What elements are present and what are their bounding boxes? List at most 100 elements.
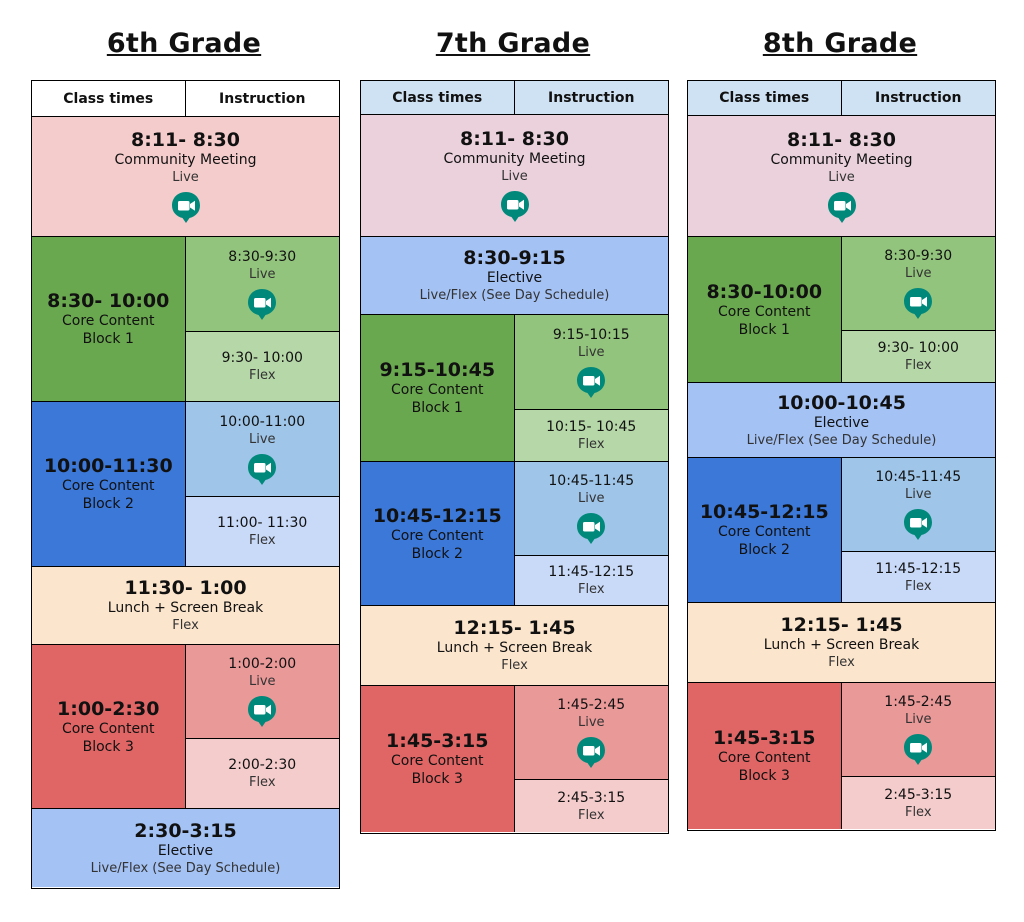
live-session: 10:00-11:00 Live bbox=[185, 402, 339, 497]
session-mode: Live bbox=[904, 487, 932, 502]
block-time: 8:30-10:00 bbox=[706, 280, 823, 303]
block-mode: Flex bbox=[172, 618, 199, 633]
live-session: 10:45-11:45 Live bbox=[841, 458, 995, 552]
block-mode: Live/Flex (See Day Schedule) bbox=[90, 860, 281, 876]
block-time: 10:00-11:30 bbox=[43, 455, 173, 477]
session-time: 2:45-3:15 bbox=[557, 789, 626, 806]
column-header: Instruction bbox=[514, 81, 668, 115]
live-session: 9:15-10:15 Live bbox=[514, 315, 668, 410]
live-session: 8:30-9:30 Live bbox=[841, 237, 995, 331]
block-title: Lunch + Screen Break bbox=[107, 600, 264, 616]
session-time: 11:45-12:15 bbox=[875, 560, 962, 577]
block-title: Elective bbox=[486, 270, 543, 286]
schedule-table: Class times Instruction 8:11- 8:30 Communit… bbox=[31, 80, 340, 889]
flex-session: 2:45-3:15 Flex bbox=[514, 780, 668, 832]
block-time: 10:45-12:15 bbox=[372, 504, 502, 527]
block-number: Block 2 bbox=[82, 496, 134, 512]
block-title: Core Content bbox=[717, 750, 811, 766]
google-meet-icon bbox=[577, 366, 606, 398]
flex-session: 11:00- 11:30 Flex bbox=[185, 497, 339, 567]
block-number: Block 2 bbox=[738, 542, 790, 558]
live-session: 8:30-9:30 Live bbox=[185, 237, 339, 332]
block-time: 8:11- 8:30 bbox=[459, 128, 570, 150]
block-title: Lunch + Screen Break bbox=[763, 637, 920, 653]
session-time: 10:15- 10:45 bbox=[546, 419, 637, 435]
session-time: 11:45-12:15 bbox=[548, 564, 635, 580]
flex-session: 2:00-2:30 Flex bbox=[185, 739, 339, 809]
block-title: Core Content bbox=[61, 478, 155, 494]
schedule-block-full: 8:11- 8:30 Community Meeting Live bbox=[361, 115, 668, 237]
column-header: Instruction bbox=[185, 81, 339, 117]
core-content-block: 1:45-3:15 Core Content Block 3 bbox=[361, 686, 515, 832]
google-meet-icon bbox=[248, 453, 277, 485]
session-mode: Flex bbox=[577, 807, 605, 823]
block-mode: Live bbox=[172, 170, 199, 185]
session-time: 1:45-2:45 bbox=[884, 694, 953, 710]
schedule-block-full: 8:11- 8:30 Community Meeting Live bbox=[32, 117, 339, 237]
session-mode: Flex bbox=[248, 775, 276, 790]
block-number: Block 1 bbox=[411, 400, 463, 416]
block-title: Core Content bbox=[390, 382, 484, 398]
session-time: 11:00- 11:30 bbox=[217, 515, 308, 531]
block-mode: Live bbox=[501, 169, 528, 184]
session-time: 9:30- 10:00 bbox=[221, 350, 303, 366]
block-title: Lunch + Screen Break bbox=[436, 640, 593, 656]
google-meet-icon bbox=[904, 734, 933, 765]
session-mode: Flex bbox=[904, 804, 932, 820]
session-mode: Flex bbox=[248, 368, 276, 383]
schedule-block-full: 11:30- 1:00 Lunch + Screen Break Flex bbox=[32, 567, 339, 645]
session-time: 9:30- 10:00 bbox=[877, 340, 959, 356]
block-time: 8:11- 8:30 bbox=[786, 128, 897, 151]
schedule-block-full: 12:15- 1:45 Lunch + Screen Break Flex bbox=[361, 606, 668, 686]
schedule-block-full: 8:11- 8:30 Community Meeting Live bbox=[688, 116, 995, 237]
live-session: 1:45-2:45 Live bbox=[841, 683, 995, 777]
flex-session: 2:45-3:15 Flex bbox=[841, 777, 995, 829]
core-content-block: 1:00-2:30 Core Content Block 3 bbox=[32, 645, 186, 809]
session-mode: Flex bbox=[577, 437, 605, 452]
block-number: Block 2 bbox=[411, 545, 463, 562]
flex-session: 9:30- 10:00 Flex bbox=[841, 331, 995, 383]
google-meet-icon bbox=[248, 696, 277, 727]
block-title: Core Content bbox=[390, 527, 484, 544]
block-time: 2:30-3:15 bbox=[134, 819, 237, 842]
block-number: Block 1 bbox=[738, 321, 790, 338]
block-title: Community Meeting bbox=[770, 151, 913, 168]
block-title: Elective bbox=[813, 414, 870, 431]
schedule-block-full: 2:30-3:15 Elective Live/Flex (See Day Sche… bbox=[32, 809, 339, 887]
session-mode: Flex bbox=[904, 358, 932, 373]
block-time: 11:30- 1:00 bbox=[124, 577, 247, 599]
flex-session: 10:15- 10:45 Flex bbox=[514, 410, 668, 462]
block-mode: Live bbox=[828, 169, 855, 185]
live-session: 10:45-11:45 Live bbox=[514, 462, 668, 556]
session-time: 8:30-9:30 bbox=[884, 248, 953, 264]
schedule-table: Class times Instruction 8:11- 8:30 Communit… bbox=[360, 80, 669, 834]
block-number: Block 3 bbox=[411, 771, 463, 787]
block-mode: Flex bbox=[828, 655, 855, 670]
live-session: 1:00-2:00 Live bbox=[185, 645, 339, 739]
core-content-block: 10:45-12:15 Core Content Block 2 bbox=[688, 458, 842, 603]
session-mode: Flex bbox=[904, 578, 932, 594]
block-title: Core Content bbox=[390, 753, 484, 769]
block-time: 10:45-12:15 bbox=[699, 501, 829, 523]
session-mode: Live bbox=[577, 715, 605, 730]
session-mode: Live bbox=[577, 491, 605, 506]
core-content-block: 10:45-12:15 Core Content Block 2 bbox=[361, 462, 515, 606]
grade-title: 8th Grade bbox=[762, 28, 918, 59]
flex-session: 11:45-12:15 Flex bbox=[841, 552, 995, 603]
session-mode: Live bbox=[248, 431, 276, 447]
session-time: 9:15-10:15 bbox=[552, 326, 630, 343]
block-mode: Live/Flex (See Day Schedule) bbox=[419, 288, 610, 303]
schedule-table: Class times Instruction 8:11- 8:30 Communit… bbox=[687, 80, 996, 831]
block-time: 12:15- 1:45 bbox=[453, 617, 576, 639]
block-title: Community Meeting bbox=[443, 151, 586, 167]
google-meet-icon bbox=[904, 509, 933, 540]
flex-session: 11:45-12:15 Flex bbox=[514, 556, 668, 606]
google-meet-icon bbox=[577, 513, 606, 544]
core-content-block: 8:30-10:00 Core Content Block 1 bbox=[688, 237, 842, 383]
core-content-block: 10:00-11:30 Core Content Block 2 bbox=[32, 402, 186, 567]
google-meet-icon bbox=[904, 288, 933, 319]
session-time: 10:45-11:45 bbox=[875, 469, 962, 485]
core-content-block: 1:45-3:15 Core Content Block 3 bbox=[688, 683, 842, 829]
session-time: 10:00-11:00 bbox=[219, 413, 306, 430]
block-time: 1:00-2:30 bbox=[57, 697, 160, 720]
